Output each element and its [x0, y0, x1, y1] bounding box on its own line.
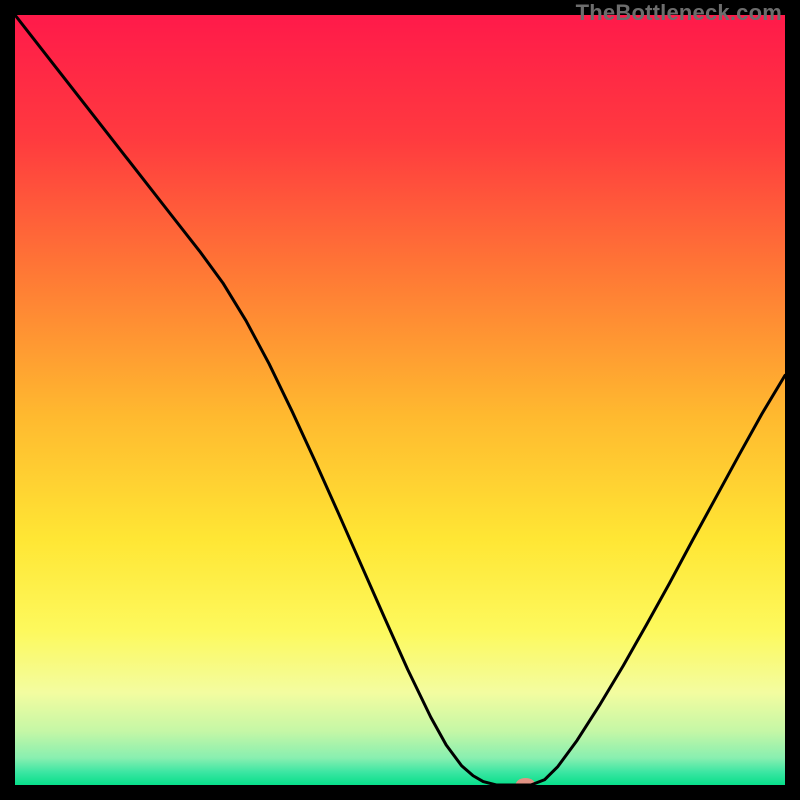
bottleneck-chart: [0, 0, 800, 800]
plot-background: [15, 15, 785, 785]
watermark-text: TheBottleneck.com: [576, 0, 782, 26]
